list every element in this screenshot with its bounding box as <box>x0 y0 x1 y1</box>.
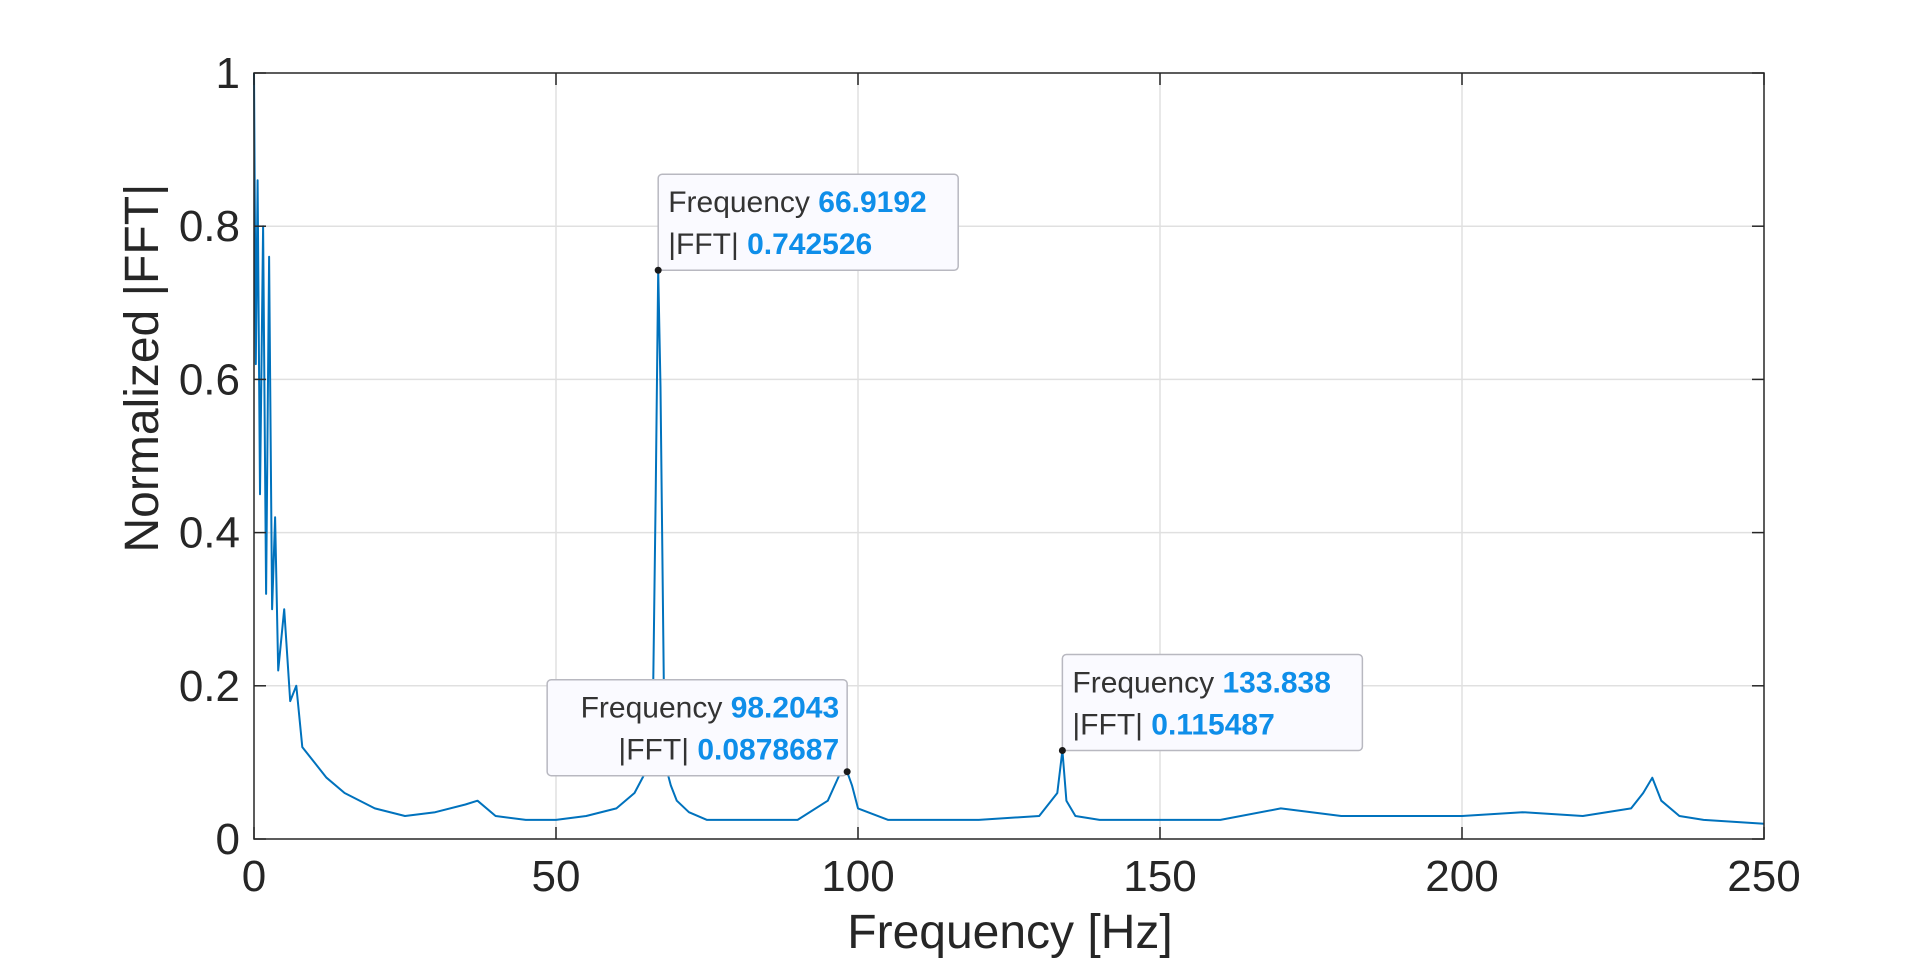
data-tip-fft-value: 0.0878687 <box>697 734 839 767</box>
x-tick-label: 50 <box>532 852 581 901</box>
x-tick-label: 150 <box>1123 852 1196 901</box>
data-tip-fft-value: 0.742526 <box>747 228 872 261</box>
plot-box <box>253 72 1765 840</box>
x-tick-label: 0 <box>242 852 266 901</box>
y-tick-label: 1 <box>216 49 240 98</box>
fft-series-line <box>253 72 1765 825</box>
y-axis-label: Normalized |FFT| <box>116 184 169 553</box>
x-tick-label: 100 <box>821 852 894 901</box>
data-tip-marker <box>843 768 851 776</box>
data-tip: Frequency 133.838 |FFT| 0.115487 <box>1058 653 1364 755</box>
y-tick-label: 0 <box>216 815 240 864</box>
data-tip-fft-value: 0.115487 <box>1151 709 1274 742</box>
data-tip-frequency-label: Frequency <box>668 186 818 219</box>
data-tip: Frequency 66.9192 |FFT| 0.742526 <box>654 173 959 274</box>
data-tips: Frequency 66.9192|FFT| 0.742526Frequency… <box>546 173 1364 777</box>
data-tip-frequency: Frequency 66.9192 <box>668 186 927 219</box>
data-tip-frequency-label: Frequency <box>1072 667 1222 700</box>
data-tip-frequency: Frequency 133.838 <box>1072 667 1331 700</box>
data-tip-fft: |FFT| 0.0878687 <box>618 734 839 767</box>
data-tip-box <box>657 173 959 271</box>
data-tip-box <box>1061 653 1364 752</box>
series-layer <box>253 72 1765 825</box>
data-tip-frequency: Frequency 98.2043 <box>581 692 840 725</box>
data-tip-fft-label: |FFT| <box>1072 709 1151 742</box>
data-tip-frequency-value: 133.838 <box>1222 667 1330 700</box>
data-tip: Frequency 98.2043 |FFT| 0.0878687 <box>546 678 851 777</box>
axes <box>253 72 1765 840</box>
y-tick-label: 0.2 <box>179 662 240 711</box>
data-tip-fft: |FFT| 0.742526 <box>668 228 872 261</box>
tick-labels: 0 50 100 150 200 250 0 0.2 0.4 0.6 0.8 1 <box>179 49 1801 901</box>
x-tick-label: 200 <box>1425 852 1498 901</box>
data-tip-fft-label: |FFT| <box>618 734 697 767</box>
data-tip-fft: |FFT| 0.115487 <box>1072 709 1274 742</box>
x-tick-label: 250 <box>1727 852 1800 901</box>
y-tick-label: 0.8 <box>179 202 240 251</box>
y-tick-label: 0.4 <box>179 509 240 558</box>
data-tip-frequency-value: 98.2043 <box>731 692 839 725</box>
grid <box>254 73 1764 839</box>
data-tip-frequency-label: Frequency <box>581 692 731 725</box>
y-tick-label: 0.6 <box>179 355 240 404</box>
x-axis-label: Frequency [Hz] <box>847 906 1172 959</box>
data-tip-box <box>546 678 848 777</box>
data-tip-frequency-value: 66.9192 <box>818 186 926 219</box>
data-tip-marker <box>1058 747 1066 755</box>
data-tip-fft-label: |FFT| <box>668 228 747 261</box>
data-tip-marker <box>654 266 662 274</box>
